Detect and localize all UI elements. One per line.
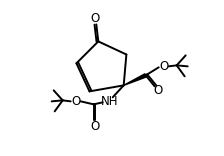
- Text: NH: NH: [101, 95, 118, 108]
- Text: O: O: [90, 120, 99, 133]
- Text: O: O: [91, 12, 100, 25]
- Text: O: O: [71, 95, 80, 108]
- Text: O: O: [159, 60, 168, 73]
- Text: O: O: [153, 84, 162, 97]
- Polygon shape: [124, 74, 146, 85]
